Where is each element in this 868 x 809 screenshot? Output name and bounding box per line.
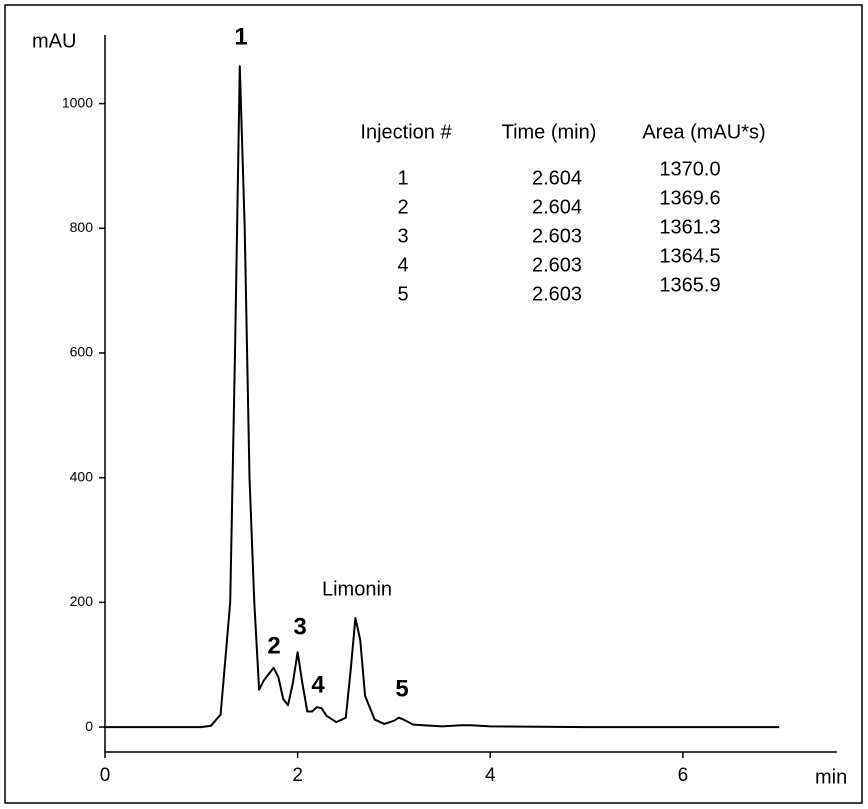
table-cell: 2.603 bbox=[532, 254, 582, 276]
peak-label: 2 bbox=[267, 632, 280, 659]
x-tick-label: 0 bbox=[100, 765, 111, 786]
table-header: Area (mAU*s) bbox=[642, 121, 765, 143]
table-cell: 1364.5 bbox=[659, 245, 720, 267]
peak-label: 4 bbox=[311, 671, 325, 698]
table-header: Injection # bbox=[360, 121, 452, 143]
table-header: Time (min) bbox=[502, 121, 597, 143]
table-cell: 2.604 bbox=[532, 196, 582, 218]
table-cell: 1365.9 bbox=[659, 274, 720, 296]
peak-label: 1 bbox=[234, 23, 247, 50]
y-tick-label: 600 bbox=[70, 344, 94, 360]
table-cell: 2 bbox=[397, 196, 408, 218]
x-axis-label: min bbox=[815, 766, 847, 788]
frame bbox=[4, 4, 863, 804]
y-tick-label: 200 bbox=[70, 593, 94, 609]
table-cell: 1 bbox=[397, 167, 408, 189]
table-cell: 1370.0 bbox=[659, 158, 720, 180]
y-tick-label: 1000 bbox=[62, 94, 93, 110]
table-cell: 2.603 bbox=[532, 283, 582, 305]
y-tick-label: 400 bbox=[70, 468, 94, 484]
x-tick-label: 2 bbox=[292, 765, 303, 786]
table-cell: 1361.3 bbox=[659, 216, 720, 238]
x-tick-label: 6 bbox=[678, 765, 689, 786]
y-tick-label: 0 bbox=[85, 718, 93, 734]
y-tick-label: 800 bbox=[70, 219, 94, 235]
peak-label: 3 bbox=[293, 613, 306, 640]
table-cell: 5 bbox=[397, 283, 408, 305]
trace bbox=[105, 65, 780, 729]
table-cell: 2.604 bbox=[532, 167, 582, 189]
table-cell: 4 bbox=[397, 254, 408, 276]
table-cell: 1369.6 bbox=[659, 187, 720, 209]
peak-label: Limonin bbox=[322, 578, 392, 600]
x-tick-label: 4 bbox=[485, 765, 496, 786]
y-axis-label: mAU bbox=[32, 30, 76, 52]
table-cell: 3 bbox=[397, 225, 408, 247]
peak-label: 5 bbox=[395, 675, 408, 702]
table-cell: 2.603 bbox=[532, 225, 582, 247]
